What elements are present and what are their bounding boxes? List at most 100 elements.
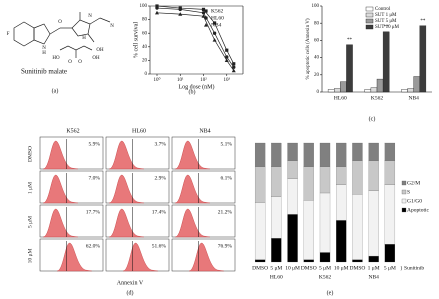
row-label: 5 μM — [27, 216, 33, 228]
atom-label: OH — [96, 48, 104, 53]
x-tick-label: NB4 — [408, 95, 419, 101]
bar-segment — [352, 259, 363, 263]
y-axis-label: % apoptotic cells (Annexin V) — [306, 18, 311, 79]
data-point — [201, 14, 206, 18]
legend-label: NB4 — [211, 22, 222, 28]
atom-label: N — [110, 24, 114, 29]
data-point — [201, 7, 206, 11]
bar — [364, 89, 372, 93]
x-tick-label: 10 μM — [334, 265, 349, 271]
legend-label: Control — [375, 7, 391, 12]
histogram — [43, 174, 78, 204]
atom-label: O — [58, 20, 62, 25]
percent-label: 5.1% — [221, 141, 233, 147]
histogram — [43, 208, 78, 238]
x-tick-label: 1 μM — [368, 265, 380, 271]
y-tick-label: 20 — [314, 73, 320, 78]
y-tick-label: 0 — [145, 72, 148, 77]
histogram — [175, 174, 210, 204]
bar-segment — [352, 160, 363, 195]
data-point — [155, 4, 159, 8]
bar-segment — [254, 142, 266, 167]
legend-swatch — [365, 18, 374, 24]
data-point — [232, 65, 236, 69]
annotation: ** — [384, 25, 390, 30]
bar-segment — [271, 166, 282, 197]
percent-label: 17.7% — [86, 209, 101, 215]
bar — [340, 81, 347, 93]
y-axis-label: % cell survival — [133, 22, 139, 58]
x-tick-label: DMSO — [349, 265, 365, 271]
bar — [327, 89, 335, 93]
y-tick-label: 40 — [314, 56, 320, 61]
bar-segment — [287, 178, 298, 215]
histogram — [109, 140, 144, 170]
histogram — [122, 242, 158, 272]
legend-label: SUT 10 μM — [375, 25, 400, 30]
legend-swatch — [365, 6, 374, 12]
percent-label: 62.0% — [86, 243, 101, 249]
legend-swatch — [401, 207, 407, 213]
bar-segment — [303, 259, 314, 263]
x-tick-label: 10³ — [223, 77, 230, 83]
percent-label: 21.2% — [218, 209, 233, 215]
line — [156, 7, 235, 68]
bar-segment — [384, 244, 396, 263]
atom-label: O — [68, 60, 72, 65]
atom-label: HO — [52, 56, 60, 61]
bar-segment — [303, 142, 314, 167]
histogram — [175, 208, 210, 238]
bar-segment — [287, 142, 298, 161]
atom-label: O — [78, 60, 82, 65]
bar-segment — [368, 190, 379, 257]
bar-segment — [271, 142, 282, 167]
legend-swatch — [401, 198, 407, 204]
percent-label: 76.9% — [218, 243, 233, 249]
data-point — [212, 21, 217, 25]
group-note: } Sunitinib — [400, 265, 424, 271]
bar-segment — [303, 200, 314, 260]
x-tick-label: 10 μM — [285, 265, 300, 271]
legend-swatch — [401, 189, 407, 195]
bar — [382, 31, 390, 93]
bar-segment — [271, 238, 282, 263]
bar — [346, 44, 353, 93]
data-point — [231, 68, 236, 73]
percent-label: 2.9% — [155, 175, 167, 181]
bar-segment — [368, 160, 379, 191]
y-tick-label: 80 — [314, 21, 320, 26]
legend-label: K562 — [211, 8, 223, 14]
x-tick-label: DMSO — [301, 265, 317, 271]
y-tick-label: 20 — [142, 59, 148, 64]
legend-label: G2/M — [407, 180, 420, 186]
percent-label: 6.1% — [221, 175, 233, 181]
data-point — [212, 38, 217, 42]
legend-marker — [204, 23, 208, 27]
legend-swatch — [401, 180, 407, 186]
legend-label: S — [407, 189, 410, 195]
legend-label: SUT 1 μM — [375, 13, 397, 18]
bar-segment — [271, 196, 282, 239]
bar-segment — [336, 142, 347, 167]
x-tick-label: 10⁰ — [153, 77, 160, 83]
x-tick-label: DMSO — [252, 265, 268, 271]
legend-swatch — [365, 12, 374, 18]
atom-label: H — [82, 36, 86, 41]
data-point — [232, 62, 236, 66]
histogram — [109, 174, 144, 204]
bar-segment — [336, 220, 347, 263]
data-point — [178, 12, 183, 16]
bar-segment — [254, 202, 266, 260]
bar-segment — [368, 142, 379, 161]
x-tick-label: 10² — [200, 77, 207, 83]
bar-segment — [319, 192, 331, 253]
column-header: NB4 — [199, 128, 210, 134]
percent-label: 3.7% — [155, 141, 167, 147]
bar-segment — [319, 166, 331, 194]
bar — [419, 25, 427, 93]
bar-segment — [287, 160, 298, 179]
line — [156, 5, 235, 64]
data-point — [178, 7, 182, 12]
group-label: K562 — [319, 274, 331, 280]
bar — [370, 87, 378, 93]
